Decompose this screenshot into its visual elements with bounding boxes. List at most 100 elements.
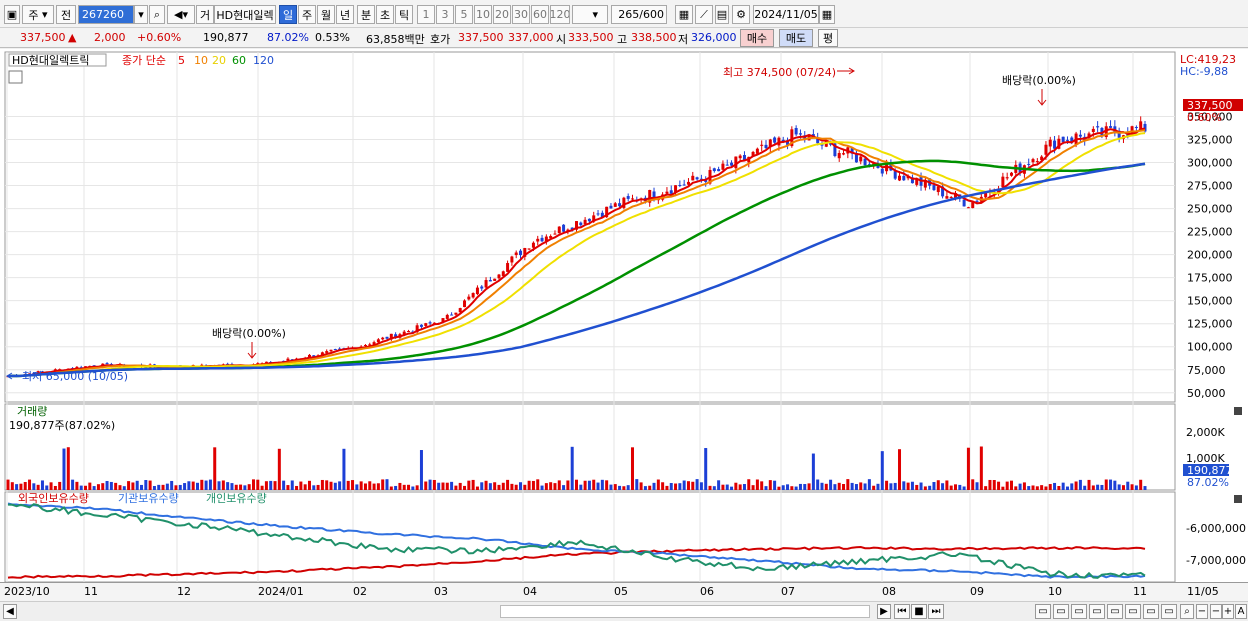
table-icon[interactable]	[8, 70, 23, 84]
scroll-right-icon[interactable]: ▶	[877, 604, 891, 619]
interval-30[interactable]: 30	[512, 5, 530, 24]
search-icon[interactable]: ⌕	[149, 5, 165, 24]
layout-5-icon[interactable]: ▭	[1107, 604, 1123, 619]
period-minute[interactable]: 분	[357, 5, 375, 24]
last-page-icon[interactable]: ⏭	[928, 604, 944, 619]
chart-icon[interactable]: ▦	[675, 5, 693, 24]
candle-body	[1027, 163, 1031, 165]
stop-icon[interactable]: ■	[911, 604, 927, 619]
first-page-icon[interactable]: ⏮	[894, 604, 910, 619]
candle-body	[618, 203, 622, 207]
volume-tick-2000k: 2,000K	[1186, 426, 1225, 439]
volume-bar	[583, 480, 587, 490]
interval-10[interactable]: 10	[474, 5, 492, 24]
scrollbar[interactable]: ◀ ▶ ⏮ ■ ⏭ ▭ ▭ ▭ ▭ ▭ ▭ ▭ ▭ ⌕ − − + A	[0, 601, 1248, 621]
interval-60[interactable]: 60	[531, 5, 549, 24]
candle-body	[514, 252, 518, 256]
candle-body	[1057, 138, 1061, 149]
volume-bar	[958, 484, 962, 490]
holdings-panel-close-icon[interactable]	[1234, 495, 1242, 503]
volume-bar	[893, 482, 897, 490]
draw-icon[interactable]: ⟋	[695, 5, 713, 24]
volume-bar	[971, 479, 975, 490]
chart-area[interactable]: 350,000 325,000 300,000 275,000 250,000 225,0…	[0, 49, 1248, 602]
date-input[interactable]: 2024/11/05	[753, 5, 819, 24]
sell-button[interactable]: 매도	[779, 29, 813, 47]
period-week[interactable]: 주	[298, 5, 316, 24]
interval-120[interactable]: 120	[550, 5, 570, 24]
count-max: /600	[639, 8, 664, 21]
interval-20[interactable]: 20	[493, 5, 511, 24]
layout-2-icon[interactable]: ▭	[1053, 604, 1069, 619]
volume-bar	[463, 485, 467, 490]
code-input[interactable]: 267260	[78, 5, 134, 24]
layout-7-icon[interactable]: ▭	[1143, 604, 1159, 619]
scroll-thumb[interactable]	[500, 605, 870, 618]
period-year[interactable]: 년	[336, 5, 354, 24]
volume-bar	[320, 479, 324, 490]
stock-name[interactable]: HD현대일렉	[214, 5, 276, 24]
volume-bar	[751, 485, 755, 490]
gear-icon[interactable]: ⚙	[732, 5, 750, 24]
eval-button[interactable]: 평	[818, 29, 838, 47]
layout-6-icon[interactable]: ▭	[1125, 604, 1141, 619]
volume-bar	[66, 447, 70, 490]
zoom-icon[interactable]: ⌕	[1180, 604, 1194, 619]
volume-bar	[648, 485, 652, 490]
zoom-reset-icon[interactable]: −	[1210, 604, 1222, 619]
prev-button[interactable]: 전	[56, 5, 76, 24]
volume-bar	[992, 480, 996, 490]
candle-body	[501, 271, 505, 276]
volume-bar	[342, 448, 346, 490]
volume-bar	[975, 482, 979, 490]
layout-3-icon[interactable]: ▭	[1071, 604, 1087, 619]
zoom-out-icon[interactable]: −	[1196, 604, 1208, 619]
buy-button[interactable]: 매수	[740, 29, 774, 47]
volume-bar	[58, 481, 62, 490]
mode-button[interactable]: 거	[196, 5, 214, 24]
layout-4-icon[interactable]: ▭	[1089, 604, 1105, 619]
volume-panel-close-icon[interactable]	[1234, 407, 1242, 415]
period-tick[interactable]: 틱	[395, 5, 413, 24]
sound-icon[interactable]: ◀▾	[167, 5, 195, 24]
layout-icon[interactable]: ▣	[4, 5, 20, 24]
candle-body	[730, 162, 734, 166]
volume-bar	[531, 480, 535, 490]
period-second[interactable]: 초	[376, 5, 394, 24]
legend-individual: 개인보유수량	[206, 492, 267, 505]
volume-subtitle: 190,877주(87.02%)	[9, 419, 115, 432]
calendar-icon[interactable]: ▦	[819, 5, 835, 24]
period-day[interactable]: 일	[279, 5, 297, 24]
candle-body	[1053, 140, 1057, 149]
layout-8-icon[interactable]: ▭	[1161, 604, 1177, 619]
count-field[interactable]: 265/600	[611, 5, 667, 24]
volume-bar	[639, 482, 643, 490]
scroll-left-icon[interactable]: ◀	[3, 604, 17, 619]
type-select[interactable]: 주 ▾	[22, 5, 54, 24]
code-dropdown-icon[interactable]: ▾	[134, 5, 148, 24]
interval-3[interactable]: 3	[436, 5, 454, 24]
candle-body	[579, 222, 583, 226]
low-value: 326,000	[691, 31, 737, 44]
interval-1[interactable]: 1	[417, 5, 435, 24]
high-arrow	[837, 67, 855, 75]
volume-bar	[519, 482, 523, 490]
candle-body	[1005, 177, 1009, 179]
candle-body	[613, 203, 617, 207]
volume-bar	[1113, 480, 1117, 490]
interval-custom-select[interactable]: ▾	[572, 5, 608, 24]
volume-bar	[62, 448, 66, 490]
price-chart[interactable]: 350,000 325,000 300,000 275,000 250,000 225,0…	[0, 49, 1248, 602]
volume-bar	[794, 486, 798, 490]
interval-5[interactable]: 5	[455, 5, 473, 24]
volume-bar	[854, 484, 858, 490]
period-month[interactable]: 월	[317, 5, 335, 24]
candle-body	[1009, 172, 1013, 176]
save-icon[interactable]: ▤	[715, 5, 729, 24]
candle-body	[816, 138, 820, 144]
candle-body	[570, 227, 574, 230]
auto-icon[interactable]: A	[1235, 604, 1247, 619]
volume-bar	[376, 483, 380, 490]
zoom-in-icon[interactable]: +	[1222, 604, 1234, 619]
layout-1-icon[interactable]: ▭	[1035, 604, 1051, 619]
